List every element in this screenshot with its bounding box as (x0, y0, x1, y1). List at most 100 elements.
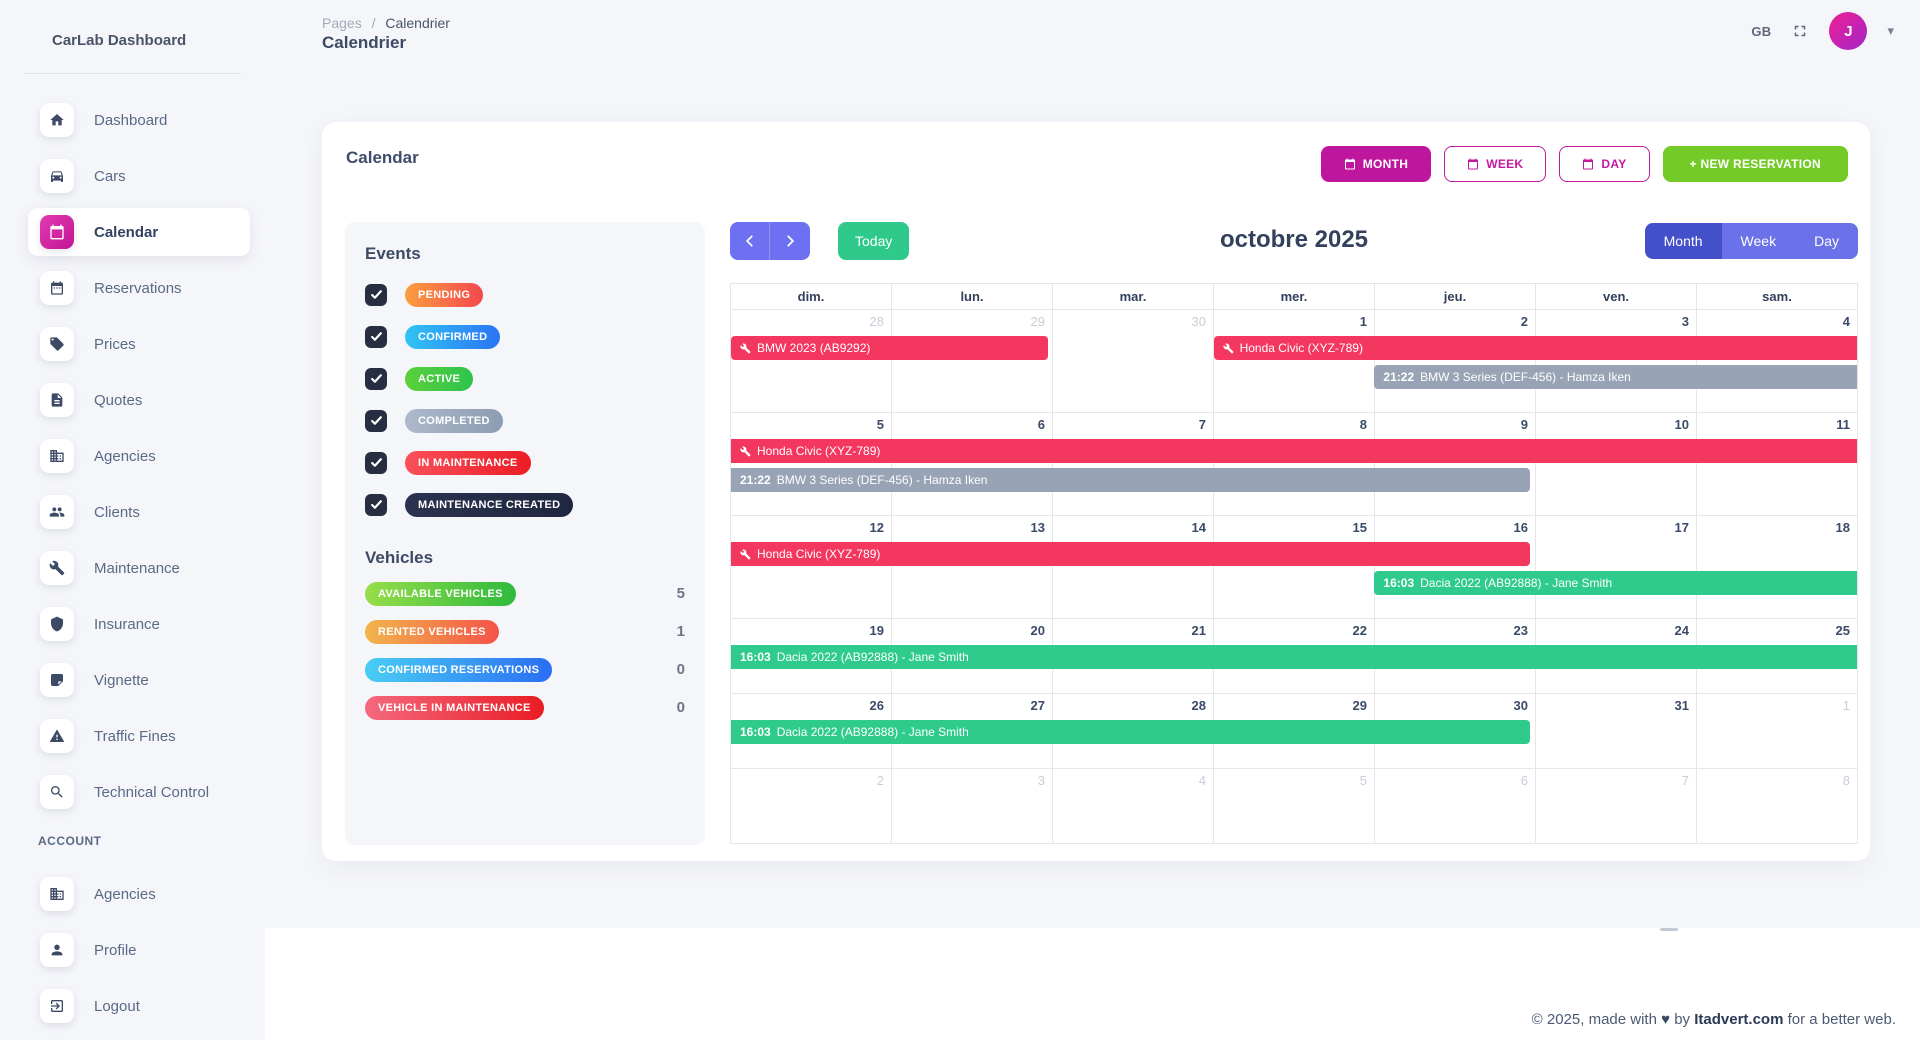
day-cell[interactable]: 5 (876, 417, 884, 432)
day-cell[interactable]: 1 (1696, 694, 1857, 768)
day-cell[interactable]: 29 (891, 310, 1052, 412)
account-item-profile[interactable]: Profile (28, 926, 250, 974)
sidebar-item-dashboard[interactable]: Dashboard (28, 96, 250, 144)
day-cell[interactable]: 8 (1696, 769, 1857, 843)
fullscreen-icon[interactable] (1791, 22, 1809, 40)
day-cell[interactable]: 12 (869, 520, 884, 535)
day-cell[interactable]: 7 (1535, 769, 1696, 843)
filter-checkbox[interactable] (365, 493, 387, 516)
day-cell[interactable]: 13 (891, 516, 1052, 618)
day-cell[interactable]: 19 (869, 623, 884, 638)
sidebar-item-label: Technical Control (94, 783, 210, 801)
filter-checkbox[interactable] (365, 325, 387, 348)
calendar-event[interactable]: 16:03 Dacia 2022 (AB92888) - Jane Smith (1374, 571, 1857, 595)
day-cell[interactable]: 26 (869, 698, 884, 713)
calendar-event[interactable]: 16:03 Dacia 2022 (AB92888) - Jane Smith (731, 645, 1857, 669)
sidebar-item-cars[interactable]: Cars (28, 152, 250, 200)
calendar-event[interactable]: 16:03 Dacia 2022 (AB92888) - Jane Smith (731, 720, 1531, 744)
wrench-icon (1223, 343, 1234, 354)
account-item-logout[interactable]: Logout (28, 982, 250, 1030)
sidebar-item-technical-control[interactable]: Technical Control (28, 768, 250, 816)
sidebar-item-quotes[interactable]: Quotes (28, 376, 250, 424)
breadcrumb-parent[interactable]: Pages (322, 15, 362, 31)
day-cell[interactable]: 6 (1374, 769, 1535, 843)
day-cell[interactable]: 6 (891, 413, 1052, 515)
day-cell[interactable]: 4 (1052, 769, 1213, 843)
view-button-day[interactable]: DAY (1559, 146, 1650, 182)
sidebar-item-reservations[interactable]: Reservations (28, 264, 250, 312)
view-button-week[interactable]: WEEK (1444, 146, 1547, 182)
prev-month-button[interactable] (730, 222, 770, 260)
status-badge: PENDING (405, 282, 484, 307)
day-cell[interactable]: 8 (1213, 413, 1374, 515)
day-cell[interactable]: 3 (1535, 310, 1696, 412)
sidebar-item-traffic-fines[interactable]: Traffic Fines (28, 712, 250, 760)
calendar-grid: dim. lun. mar. mer. jeu. ven. sam. 28 29 30 1 2 3 4 B… (730, 283, 1858, 844)
scrollbar-thumb[interactable] (1660, 928, 1678, 931)
filter-checkbox[interactable] (365, 283, 387, 306)
day-cell[interactable]: 28 (869, 314, 884, 329)
day-cell[interactable]: 7 (1052, 413, 1213, 515)
language-selector[interactable]: GB (1751, 23, 1772, 39)
sidebar-item-agencies[interactable]: Agencies (28, 432, 250, 480)
day-header: sam. (1696, 284, 1857, 309)
next-month-button[interactable] (770, 222, 810, 260)
toggle-month[interactable]: Month (1644, 223, 1722, 259)
breadcrumb-separator: / (371, 15, 376, 31)
view-button-month[interactable]: MONTH (1320, 146, 1432, 182)
calendar-event[interactable]: Honda Civic (XYZ-789) (731, 542, 1531, 566)
day-cell[interactable]: 1 (1213, 310, 1374, 412)
day-cell[interactable]: 16 (1374, 516, 1535, 618)
account-item-agencies[interactable]: Agencies (28, 870, 250, 918)
filter-checkbox[interactable] (365, 367, 387, 390)
event-title: BMW 2023 (AB9292) (757, 341, 871, 355)
avatar[interactable]: J (1829, 12, 1868, 50)
events-panel-title: Events (365, 244, 421, 263)
sidebar-item-vignette[interactable]: Vignette (28, 656, 250, 704)
people-icon (40, 495, 74, 529)
sidebar-item-insurance[interactable]: Insurance (28, 600, 250, 648)
card-actions: MONTH WEEK DAY + NEW RESERVATION (1320, 146, 1848, 182)
day-cell[interactable]: 15 (1213, 516, 1374, 618)
sidebar-item-clients[interactable]: Clients (28, 488, 250, 536)
day-cell[interactable]: 4 (1696, 310, 1857, 412)
filter-checkbox[interactable] (365, 451, 387, 474)
day-cell[interactable]: 18 (1696, 516, 1857, 618)
day-cell[interactable]: 11 (1696, 413, 1857, 515)
filter-checkbox[interactable] (365, 409, 387, 432)
calendar-event[interactable]: BMW 2023 (AB9292) (731, 336, 1048, 360)
calendar-event[interactable]: Honda Civic (XYZ-789) (731, 439, 1857, 463)
sidebar-item-prices[interactable]: Prices (28, 320, 250, 368)
calendar-event[interactable]: 21:22 BMW 3 Series (DEF-456) - Hamza Iken (1374, 365, 1857, 389)
sidebar-item-calendar[interactable]: Calendar (28, 208, 250, 256)
copyright: © 2025, made with ♥ by Itadvert.com for … (1532, 1011, 1896, 1028)
vehicle-stat-row: CONFIRMED RESERVATIONS 0 (365, 657, 685, 682)
week-row: 28 29 30 1 2 3 4 BMW 2023 (AB9292) Honda Civic (… (731, 310, 1857, 413)
building-icon (40, 877, 74, 911)
day-cell[interactable]: 17 (1535, 516, 1696, 618)
toggle-day[interactable]: Day (1795, 223, 1858, 259)
day-cell[interactable]: 5 (1213, 769, 1374, 843)
day-cell[interactable]: 2 (1374, 310, 1535, 412)
sidebar-item-label: Prices (94, 335, 136, 353)
chevron-down-icon[interactable]: ▾ (1887, 23, 1894, 38)
day-cell[interactable]: 3 (891, 769, 1052, 843)
day-cell[interactable]: 31 (1535, 694, 1696, 768)
day-cell[interactable]: 9 (1374, 413, 1535, 515)
toggle-week[interactable]: Week (1721, 223, 1796, 259)
sidebar-item-maintenance[interactable]: Maintenance (28, 544, 250, 592)
day-cell[interactable]: 2 (876, 773, 884, 788)
calendar-event[interactable]: Honda Civic (XYZ-789) (1213, 336, 1857, 360)
reservations-icon (40, 271, 74, 305)
brand-link[interactable]: Itadvert.com (1694, 1011, 1784, 1028)
day-cell[interactable]: 14 (1052, 516, 1213, 618)
day-cell[interactable]: 10 (1535, 413, 1696, 515)
event-title: Honda Civic (XYZ-789) (757, 547, 881, 561)
day-cell[interactable]: 30 (1052, 310, 1213, 412)
calendar-event[interactable]: 21:22 BMW 3 Series (DEF-456) - Hamza Iken (731, 468, 1531, 492)
sticker-icon (40, 663, 74, 697)
today-button[interactable]: Today (838, 222, 910, 260)
new-reservation-button[interactable]: + NEW RESERVATION (1662, 146, 1848, 182)
week-row: 12 13 14 15 16 17 18 Honda Civic (XYZ-789) 16:03… (731, 516, 1857, 619)
